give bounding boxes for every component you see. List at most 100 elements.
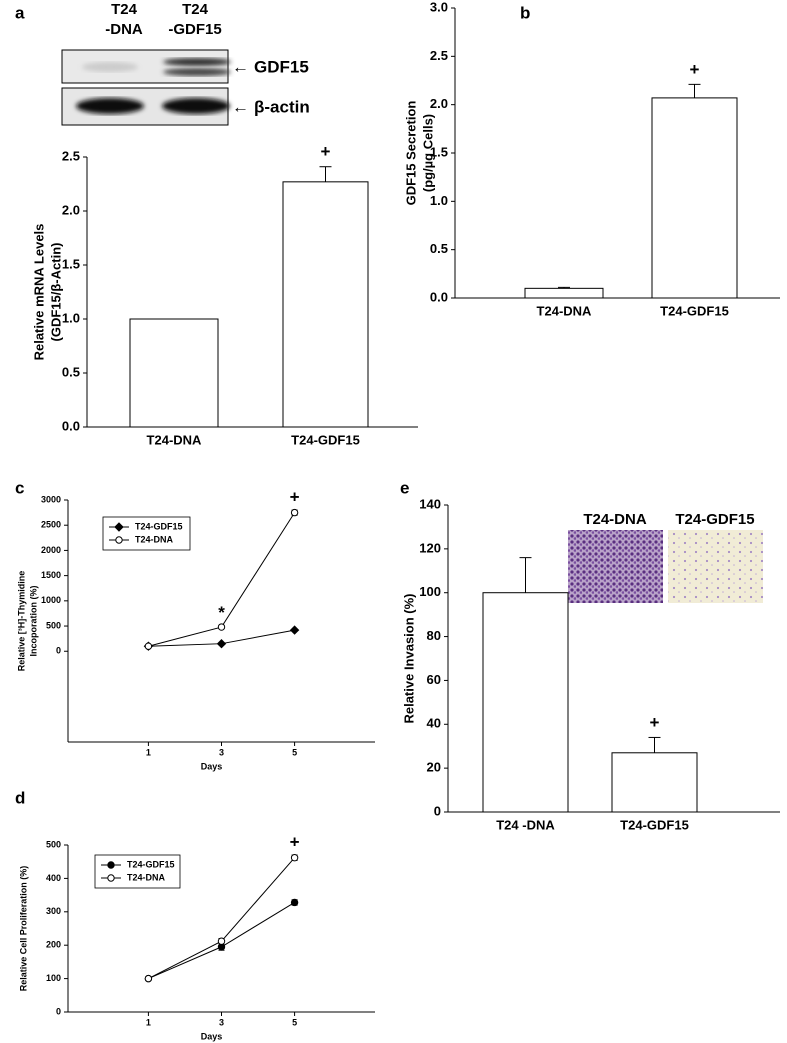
y-tick-label: 120 [419,540,441,555]
y-axis-label: Relative mRNA Levels [31,224,46,361]
x-tick-label: T24-DNA [147,432,203,447]
x-tick-label: T24-GDF15 [291,432,360,447]
marker [289,625,300,635]
inset-image [668,530,763,603]
annotation: + [290,833,300,852]
marker [144,642,153,650]
x-tick-label: 1 [146,1017,151,1027]
lane-label: T24 [182,1,209,18]
y-tick-label: 3.0 [430,0,448,14]
y-tick-label: 2.0 [62,202,80,217]
y-tick-label: 1000 [41,595,61,605]
marker [114,522,124,532]
bar [651,97,738,299]
x-tick-label: T24-DNA [537,303,593,318]
band [163,68,231,76]
y-tick-label: 1.0 [430,193,448,208]
y-tick-label: 2000 [41,545,61,555]
marker [290,508,299,517]
y-axis-label: Relative [³H]-Thymidine [16,571,26,672]
marker [217,937,226,945]
y-tick-label: 2.0 [430,96,448,111]
y-tick-label: 80 [427,628,441,643]
y-tick-label: 1.5 [430,144,448,159]
x-axis-label: Days [201,1031,223,1041]
band-label: β-actin [254,97,310,116]
annotation: + [650,713,660,732]
band [163,58,231,66]
x-tick-label: 5 [292,1017,297,1027]
bar [611,752,698,813]
y-tick-label: 0.5 [430,241,448,256]
x-axis-label: Days [201,761,223,771]
annotation: + [690,60,700,79]
inset-label: T24-DNA [583,511,647,528]
western-blot: T24 -DNA T24 -GDF15 ← GDF15 ← β-actin [61,1,310,126]
y-axis-label: Relative Cell Proliferation (%) [18,866,28,992]
band [82,62,138,72]
annotation: + [290,488,300,507]
legend-box [102,516,191,551]
legend-label: T24-DNA [135,534,174,544]
bar [282,181,369,428]
annotation: + [321,142,331,161]
x-tick-label: 5 [292,747,297,757]
y-axis-label: Incoporation (%) [28,586,38,657]
y-tick-label: 400 [46,873,61,883]
x-tick-label: T24-GDF15 [620,817,689,832]
y-axis-label: (pg/µg Cells) [420,114,435,192]
bar [524,287,604,299]
panel-letter: e [400,478,409,497]
arrow: ← [232,97,249,116]
y-tick-label: 500 [46,839,61,849]
y-tick-label: 100 [419,584,441,599]
band [76,98,144,114]
y-tick-label: 60 [427,672,441,687]
invasion-images: T24-DNA T24-GDF15 [568,511,763,603]
marker [290,853,299,862]
y-axis-label: Relative Invasion (%) [401,593,416,723]
y-tick-label: 300 [46,906,61,916]
band-label: GDF15 [254,57,309,76]
x-tick-label: 1 [146,747,151,757]
y-tick-label: 500 [46,620,61,630]
lane-label: T24 [111,1,138,18]
y-tick-label: 3000 [41,494,61,504]
bar [129,318,219,428]
panel-letter: c [15,478,24,497]
inset-image [568,530,663,603]
arrow: ← [232,57,249,76]
legend-box [94,854,181,889]
y-tick-label: 100 [46,973,61,983]
y-tick-label: 0.5 [62,364,80,379]
inset-label: T24-GDF15 [675,511,754,528]
y-tick-label: 0 [56,646,61,656]
marker [107,861,115,869]
y-tick-label: 0.0 [430,289,448,304]
y-tick-label: 0 [434,803,441,818]
y-tick-label: 2500 [41,520,61,530]
marker [107,874,115,882]
y-tick-label: 200 [46,940,61,950]
lane-label: -DNA [105,21,143,38]
y-axis-label: (GDF15/β-Actin) [48,243,63,342]
panel-letter: b [520,3,530,22]
y-tick-label: 2.5 [430,48,448,63]
x-tick-label: T24 -DNA [496,817,555,832]
panel-letter: d [15,788,25,807]
marker [216,638,227,649]
marker [115,536,123,544]
legend-label: T24-GDF15 [135,521,183,531]
y-tick-label: 1.5 [62,256,80,271]
x-tick-label: T24-GDF15 [660,303,729,318]
legend-label: T24-DNA [127,872,166,882]
marker [217,623,226,631]
band [162,98,230,114]
y-tick-label: 40 [427,716,441,731]
y-axis-label: GDF15 Secretion [403,101,418,206]
x-tick-label: 3 [219,1017,224,1027]
y-tick-label: 2.5 [62,148,80,163]
marker [144,974,153,983]
y-tick-label: 1500 [41,570,61,580]
